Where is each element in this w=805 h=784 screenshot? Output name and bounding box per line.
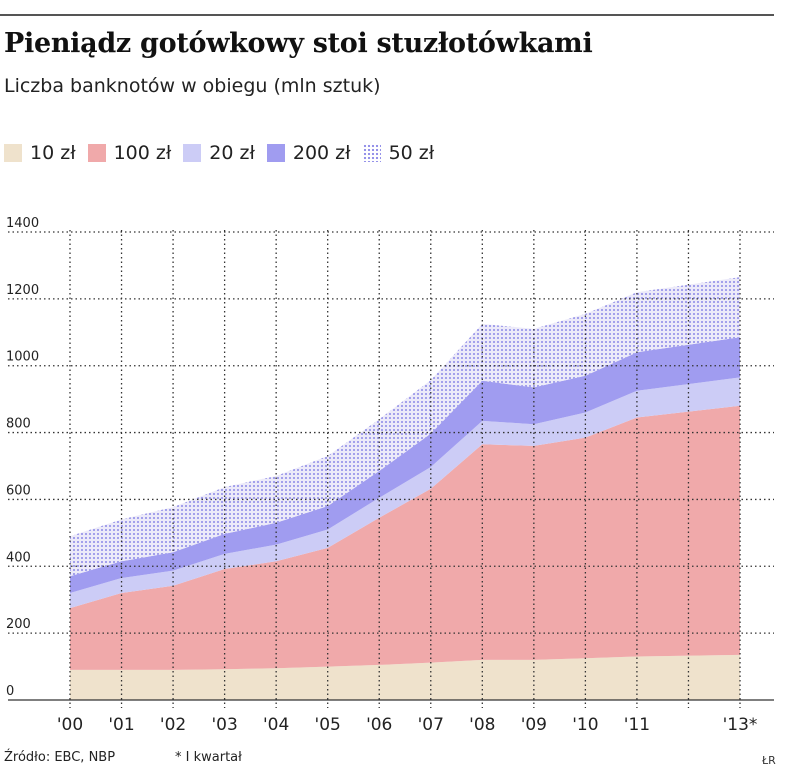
area-series-20z bbox=[70, 377, 740, 609]
chart-title: Pieniądz gotówkowy stoi stuzłotówkami bbox=[4, 28, 593, 59]
legend: 10 zł 100 zł 20 zł 200 zł 50 zł bbox=[4, 142, 446, 164]
legend-item-50zl: 50 zł bbox=[362, 142, 435, 164]
legend-item-10zl: 10 zł bbox=[4, 142, 76, 164]
x-tick-label-2010: '10 bbox=[572, 715, 598, 735]
source-note: Źródło: EBC, NBP bbox=[4, 750, 116, 765]
legend-label-100zl: 100 zł bbox=[113, 142, 172, 164]
legend-swatch-20zl bbox=[183, 144, 202, 162]
y-axis-ticks: 0 200 400 600 800 1000 1200 1400 bbox=[6, 216, 39, 699]
x-tick-label-2009: '09 bbox=[521, 715, 547, 735]
y-tick-label-800: 800 bbox=[6, 417, 31, 432]
legend-item-100zl: 100 zł bbox=[87, 142, 172, 164]
y-tick-label-600: 600 bbox=[6, 483, 31, 498]
x-tick-label-2013: '13* bbox=[723, 715, 758, 735]
legend-swatch-10zl bbox=[4, 144, 22, 162]
area-series-10z bbox=[70, 654, 740, 700]
y-tick-label-1400: 1400 bbox=[6, 216, 39, 231]
x-tick-label-2011: '11 bbox=[624, 715, 650, 735]
y-tick-label-1000: 1000 bbox=[6, 350, 39, 365]
area-series-50z bbox=[70, 277, 740, 577]
legend-item-200zl: 200 zł bbox=[266, 142, 351, 164]
top-rule bbox=[0, 14, 774, 16]
area-series-100z bbox=[70, 405, 740, 670]
area-layers bbox=[70, 277, 740, 700]
chart-subtitle: Liczba banknotów w obiegu (mln sztuk) bbox=[4, 75, 381, 97]
x-tick-label-2004: '04 bbox=[263, 715, 289, 735]
legend-label-200zl: 200 zł bbox=[292, 142, 351, 164]
grid-lines bbox=[8, 230, 774, 708]
y-tick-label-1200: 1200 bbox=[6, 283, 39, 298]
legend-label-10zl: 10 zł bbox=[30, 142, 76, 164]
y-tick-label-400: 400 bbox=[6, 550, 31, 565]
footnote: * I kwartał bbox=[175, 750, 242, 765]
area-series-200z bbox=[70, 337, 740, 593]
x-tick-label-2002: '02 bbox=[160, 715, 186, 735]
x-tick-label-2001: '01 bbox=[108, 715, 134, 735]
legend-item-20zl: 20 zł bbox=[183, 142, 255, 164]
legend-swatch-200zl bbox=[266, 144, 285, 162]
legend-swatch-50zl bbox=[362, 144, 381, 162]
y-tick-label-200: 200 bbox=[6, 617, 31, 632]
x-tick-label-2006: '06 bbox=[366, 715, 392, 735]
legend-label-20zl: 20 zł bbox=[209, 142, 255, 164]
x-axis-ticks: '00 '01 '02 '03 '04 '05 '06 '07 '08 '09 '10 '11 '13* bbox=[57, 715, 758, 735]
legend-label-50zl: 50 zł bbox=[388, 142, 435, 164]
x-tick-label-2000: '00 bbox=[57, 715, 83, 735]
x-tick-label-2007: '07 bbox=[418, 715, 444, 735]
author-initials: ŁR bbox=[762, 754, 776, 767]
x-tick-label-2005: '05 bbox=[315, 715, 341, 735]
x-tick-label-2003: '03 bbox=[211, 715, 237, 735]
x-tick-label-2008: '08 bbox=[469, 715, 495, 735]
y-tick-label-0: 0 bbox=[6, 684, 14, 699]
legend-swatch-100zl bbox=[87, 144, 106, 162]
